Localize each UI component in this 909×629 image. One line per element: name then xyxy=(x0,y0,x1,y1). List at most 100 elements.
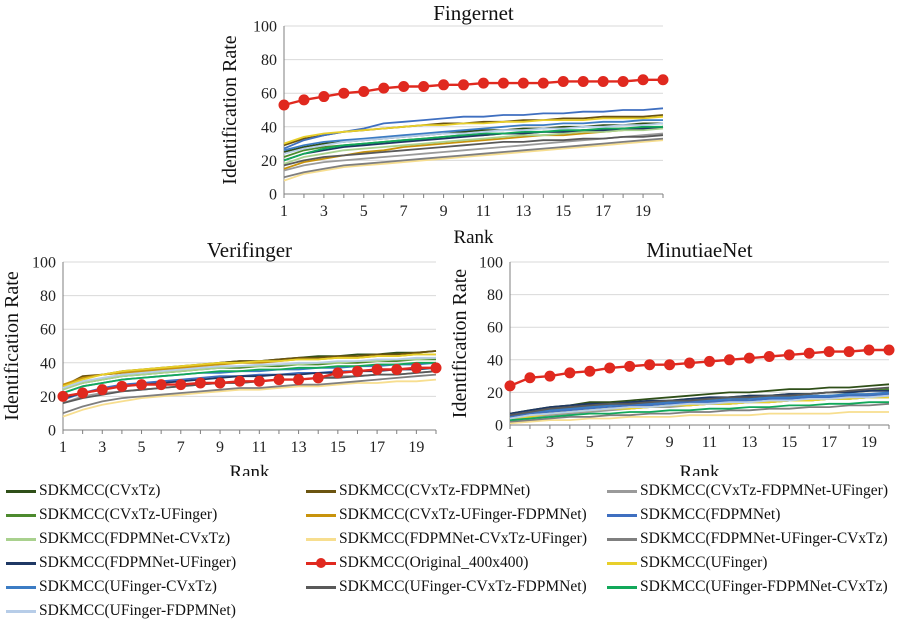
x-tick-label: 13 xyxy=(291,439,307,456)
legend-swatch xyxy=(6,484,36,498)
legend-swatch xyxy=(6,508,36,522)
x-tick-label: 15 xyxy=(330,439,346,456)
data-point xyxy=(418,80,430,92)
legend-label: SDKMCC(UFinger-CVxTz) xyxy=(39,578,217,595)
legend-swatch xyxy=(6,556,36,570)
legend-swatch xyxy=(306,508,336,522)
data-point xyxy=(371,364,383,376)
x-axis-label: Rank xyxy=(679,462,720,476)
data-point xyxy=(597,75,609,87)
series-line xyxy=(283,125,663,162)
series-line xyxy=(283,115,664,145)
data-point xyxy=(410,362,422,374)
x-tick-label: 1 xyxy=(506,434,514,451)
legend-label: SDKMCC(FDPMNet) xyxy=(640,506,781,523)
data-point xyxy=(843,346,855,358)
data-point xyxy=(358,86,370,98)
series-line xyxy=(509,411,889,425)
x-tick-label: 15 xyxy=(781,434,797,451)
data-point xyxy=(298,94,310,106)
legend-item: SDKMCC(FDPMNet) xyxy=(607,504,780,526)
legend-label: SDKMCC(FDPMNet-CVxTz) xyxy=(39,530,231,547)
legend-label: SDKMCC(CVxTz) xyxy=(39,482,161,499)
data-point xyxy=(803,347,815,359)
legend-label: SDKMCC(FDPMNet-CVxTz-UFinger) xyxy=(339,530,587,547)
data-point xyxy=(273,374,285,386)
data-point xyxy=(398,80,410,92)
data-point xyxy=(763,351,775,363)
x-tick-label: 7 xyxy=(177,439,185,456)
data-point xyxy=(584,365,596,377)
data-point xyxy=(312,372,324,384)
data-point xyxy=(604,362,616,374)
data-point xyxy=(234,375,246,387)
chart-title: Fingernet xyxy=(433,1,514,25)
data-point xyxy=(351,365,363,377)
data-point xyxy=(863,344,875,356)
data-point xyxy=(564,367,576,379)
data-point xyxy=(278,99,290,111)
y-tick-label: 100 xyxy=(32,255,56,272)
data-point xyxy=(391,364,403,376)
x-tick-label: 5 xyxy=(360,203,368,220)
data-point xyxy=(783,349,795,361)
data-point xyxy=(116,380,128,392)
legend-item: SDKMCC(FDPMNet-CVxTz) xyxy=(6,528,230,550)
x-axis-label: Rank xyxy=(229,462,270,476)
series-line xyxy=(509,386,890,417)
x-tick-label: 3 xyxy=(546,434,554,451)
legend-swatch xyxy=(607,532,637,546)
legend-item: SDKMCC(Original_400x400) xyxy=(306,552,528,574)
series-line xyxy=(62,361,436,394)
legend-item: SDKMCC(FDPMNet-UFinger) xyxy=(6,552,236,574)
chart-title: Verifinger xyxy=(207,238,292,262)
x-tick-label: 9 xyxy=(216,439,224,456)
legend-label: SDKMCC(UFinger-FDPMNet) xyxy=(39,602,236,619)
x-tick-label: 7 xyxy=(400,203,408,220)
data-point xyxy=(703,355,715,367)
legend-swatch xyxy=(607,580,637,594)
series-line xyxy=(62,373,437,415)
data-point xyxy=(684,357,696,369)
series-line xyxy=(62,378,437,418)
y-tick-label: 80 xyxy=(261,52,277,69)
data-point xyxy=(617,75,629,87)
data-point xyxy=(458,79,470,91)
x-tick-label: 1 xyxy=(59,439,67,456)
data-point xyxy=(644,359,656,371)
x-tick-label: 3 xyxy=(320,203,328,220)
legend-swatch xyxy=(607,508,637,522)
data-point xyxy=(96,384,108,396)
legend-swatch xyxy=(6,604,36,618)
legend-item: SDKMCC(FDPMNet-CVxTz-UFinger) xyxy=(306,528,587,550)
legend-label: SDKMCC(CVxTz-UFinger) xyxy=(39,506,218,523)
legend-item: SDKMCC(UFinger-CVxTz-FDPMNet) xyxy=(306,576,587,598)
legend-label: SDKMCC(UFinger-CVxTz-FDPMNet) xyxy=(339,578,587,595)
x-tick-label: 19 xyxy=(408,439,424,456)
data-point xyxy=(293,374,305,386)
x-tick-label: 13 xyxy=(741,434,757,451)
legend-label: SDKMCC(UFinger-FDPMNet-CVxTz) xyxy=(640,578,888,595)
legend-swatch xyxy=(607,556,637,570)
legend-item: SDKMCC(UFinger-CVxTz) xyxy=(6,576,217,598)
series-line xyxy=(283,119,663,152)
data-point xyxy=(378,82,390,94)
legend-item: SDKMCC(UFinger-FDPMNet-CVxTz) xyxy=(607,576,888,598)
y-tick-label: 80 xyxy=(487,287,503,304)
legend: SDKMCC(CVxTz) SDKMCC(CVxTz-FDPMNet) SDKMCC… xyxy=(0,476,909,629)
data-point xyxy=(504,380,516,392)
y-axis-label: Identification Rate xyxy=(1,271,23,421)
x-tick-label: 17 xyxy=(595,203,611,220)
data-point xyxy=(438,79,450,91)
data-point xyxy=(338,87,350,99)
legend-label: SDKMCC(FDPMNet-UFinger-CVxTz) xyxy=(640,530,888,547)
data-point xyxy=(175,379,187,391)
data-point xyxy=(332,367,344,379)
series-line xyxy=(283,137,664,179)
y-tick-label: 0 xyxy=(269,187,277,204)
x-tick-label: 3 xyxy=(98,439,106,456)
y-tick-label: 0 xyxy=(48,423,56,440)
y-tick-label: 40 xyxy=(487,352,503,369)
